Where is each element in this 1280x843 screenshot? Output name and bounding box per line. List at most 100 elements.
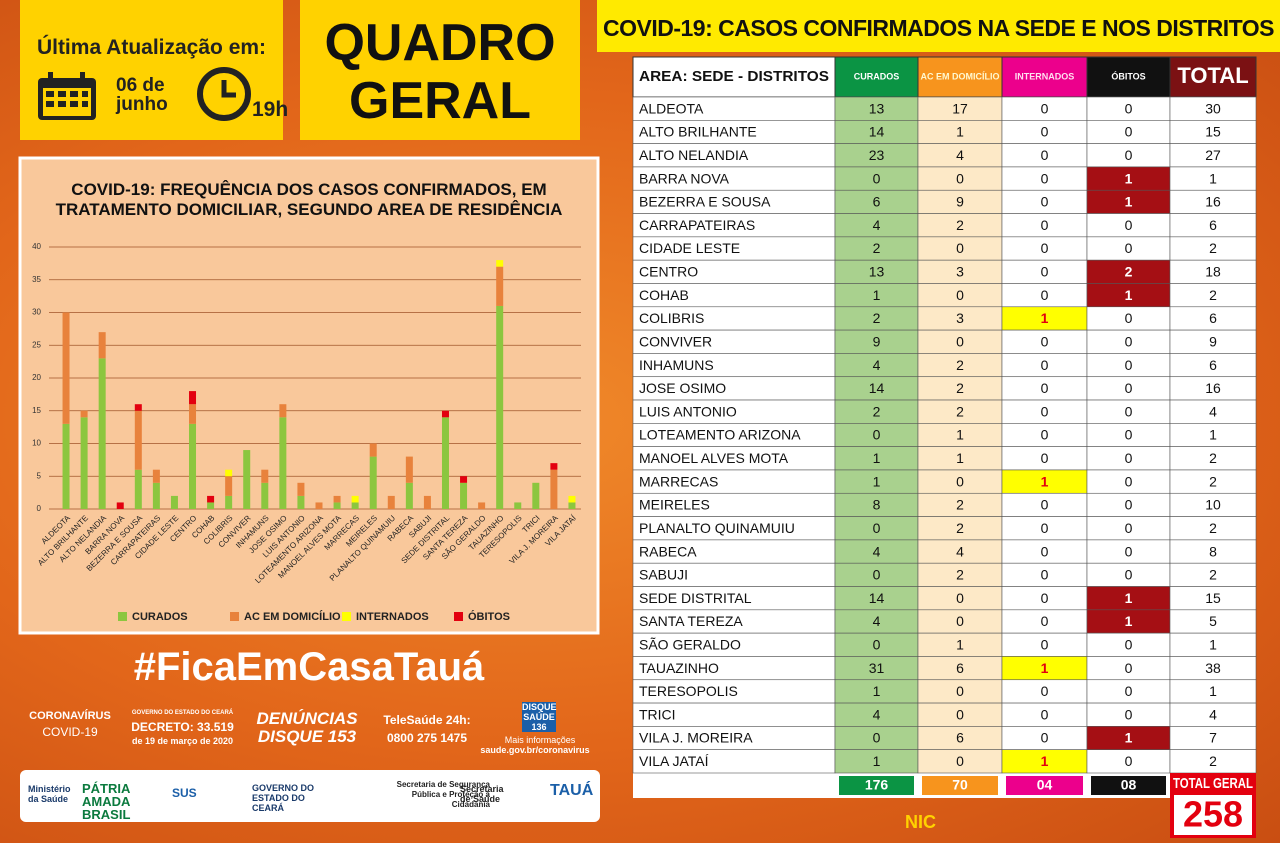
cell-value: 6 bbox=[873, 194, 881, 210]
bar-segment bbox=[423, 495, 431, 509]
row-label: LUIS ANTONIO bbox=[639, 403, 737, 419]
cell-value: 2 bbox=[956, 520, 964, 536]
table-title: COVID-19: CASOS CONFIRMADOS NA SEDE E NO… bbox=[597, 0, 1280, 52]
bar-segment bbox=[441, 417, 449, 509]
logo: Secretaria de Segurança Pública e Proteç… bbox=[396, 780, 490, 809]
bar-segment bbox=[405, 482, 413, 509]
cell-value: 31 bbox=[869, 660, 885, 676]
cell-value: 0 bbox=[1041, 590, 1049, 606]
bar-segment bbox=[460, 482, 468, 509]
cell-value: 0 bbox=[1041, 520, 1049, 536]
row-total: 2 bbox=[1209, 287, 1217, 303]
cell-value: 17 bbox=[952, 100, 968, 116]
cell-value: 1 bbox=[1041, 753, 1049, 769]
row-label: CENTRO bbox=[639, 264, 698, 280]
cell-value: 1 bbox=[1125, 287, 1133, 303]
bar-segment bbox=[568, 495, 576, 503]
cell-value: 0 bbox=[1041, 730, 1049, 746]
bar-segment bbox=[369, 443, 377, 457]
title-box: QUADRO GERAL bbox=[300, 0, 580, 140]
cell-value: 14 bbox=[869, 124, 885, 140]
cell-value: 0 bbox=[1041, 217, 1049, 233]
cell-value: 1 bbox=[1125, 194, 1133, 210]
cell-value: 0 bbox=[1041, 357, 1049, 373]
cell-value: 0 bbox=[1041, 543, 1049, 559]
chart-title: COVID-19: FREQUÊNCIA DOS CASOS CONFIRMAD… bbox=[55, 180, 563, 219]
header-cell bbox=[917, 56, 1003, 98]
cell-value: 0 bbox=[1041, 450, 1049, 466]
header-label: CURADOS bbox=[854, 71, 900, 81]
cell-value: 0 bbox=[956, 240, 964, 256]
bar-segment bbox=[225, 495, 233, 509]
y-tick-label: 10 bbox=[32, 439, 41, 448]
bar-segment bbox=[98, 358, 106, 509]
bar-segment bbox=[568, 502, 576, 509]
grand-total-label: TOTAL GERAL bbox=[1173, 775, 1253, 792]
cell-value: 1 bbox=[956, 124, 964, 140]
bar-segment bbox=[532, 482, 540, 509]
cell-value: 0 bbox=[1041, 403, 1049, 419]
update-hour: 19h bbox=[252, 98, 289, 121]
bar-segment bbox=[351, 502, 359, 509]
logo-strip: Ministério da Saúde PÁTRIA AMADA BRASIL … bbox=[20, 770, 600, 822]
cell-value: 0 bbox=[1041, 636, 1049, 652]
bar-segment bbox=[550, 469, 558, 509]
row-total: 15 bbox=[1205, 124, 1221, 140]
calendar-icon bbox=[38, 72, 96, 120]
cell-value: 23 bbox=[869, 147, 885, 163]
logo: PÁTRIA AMADA BRASIL bbox=[82, 781, 131, 822]
row-total: 16 bbox=[1205, 194, 1221, 210]
denuncias: DENÚNCIAS DISQUE 153 bbox=[256, 709, 358, 746]
cell-value: 0 bbox=[1041, 264, 1049, 280]
decree: DECRETO: 33.519 bbox=[131, 720, 234, 734]
cell-value: 2 bbox=[956, 403, 964, 419]
cell-value: 0 bbox=[1125, 706, 1133, 722]
row-label: ALTO NELANDIA bbox=[639, 147, 749, 163]
cell-value: 0 bbox=[873, 636, 881, 652]
cell-value: 1 bbox=[1041, 473, 1049, 489]
row-total: 8 bbox=[1209, 543, 1217, 559]
row-label: MEIRELES bbox=[639, 497, 710, 513]
bar-segment bbox=[387, 495, 395, 509]
row-total: 15 bbox=[1205, 590, 1221, 606]
row-label: LOTEAMENTO ARIZONA bbox=[639, 427, 801, 443]
row-total: 1 bbox=[1209, 427, 1217, 443]
bar-segment bbox=[170, 495, 178, 509]
bar-segment bbox=[80, 417, 88, 509]
bar-segment bbox=[98, 332, 106, 359]
cell-value: 0 bbox=[1125, 520, 1133, 536]
bar-segment bbox=[261, 482, 269, 509]
bar-segment bbox=[315, 502, 323, 509]
cell-value: 13 bbox=[869, 264, 885, 280]
cell-value: 0 bbox=[1041, 613, 1049, 629]
cell-value: 14 bbox=[869, 380, 885, 396]
cell-value: 6 bbox=[956, 730, 964, 746]
cell-value: 0 bbox=[1125, 753, 1133, 769]
main-title: QUADRO GERAL bbox=[324, 14, 556, 130]
cell-value: 14 bbox=[869, 590, 885, 606]
row-label: SEDE DISTRITAL bbox=[639, 590, 752, 606]
bar-segment bbox=[496, 305, 504, 509]
cell-value: 1 bbox=[873, 450, 881, 466]
row-total: 38 bbox=[1205, 660, 1221, 676]
telesaude-number: 0800 275 1475 bbox=[386, 731, 468, 745]
cell-value: 1 bbox=[956, 636, 964, 652]
y-tick-label: 35 bbox=[32, 275, 41, 284]
row-label: COLIBRIS bbox=[639, 310, 704, 326]
row-total: 1 bbox=[1209, 683, 1217, 699]
cell-value: 8 bbox=[873, 497, 881, 513]
row-label: CARRAPATEIRAS bbox=[639, 217, 755, 233]
bar-segment bbox=[189, 423, 197, 509]
cell-value: 0 bbox=[1125, 450, 1133, 466]
row-total: 2 bbox=[1209, 240, 1217, 256]
cell-value: 1 bbox=[873, 753, 881, 769]
gov-label: GOVERNO DO ESTADO DO CEARÁ bbox=[131, 710, 234, 716]
cell-value: 1 bbox=[873, 473, 881, 489]
cell-value: 0 bbox=[873, 170, 881, 186]
row-label: BEZERRA E SOUSA bbox=[639, 194, 771, 210]
bar-segment bbox=[514, 502, 522, 509]
total-cell bbox=[1091, 776, 1166, 795]
row-total: 18 bbox=[1205, 264, 1221, 280]
cell-value: 2 bbox=[956, 357, 964, 373]
